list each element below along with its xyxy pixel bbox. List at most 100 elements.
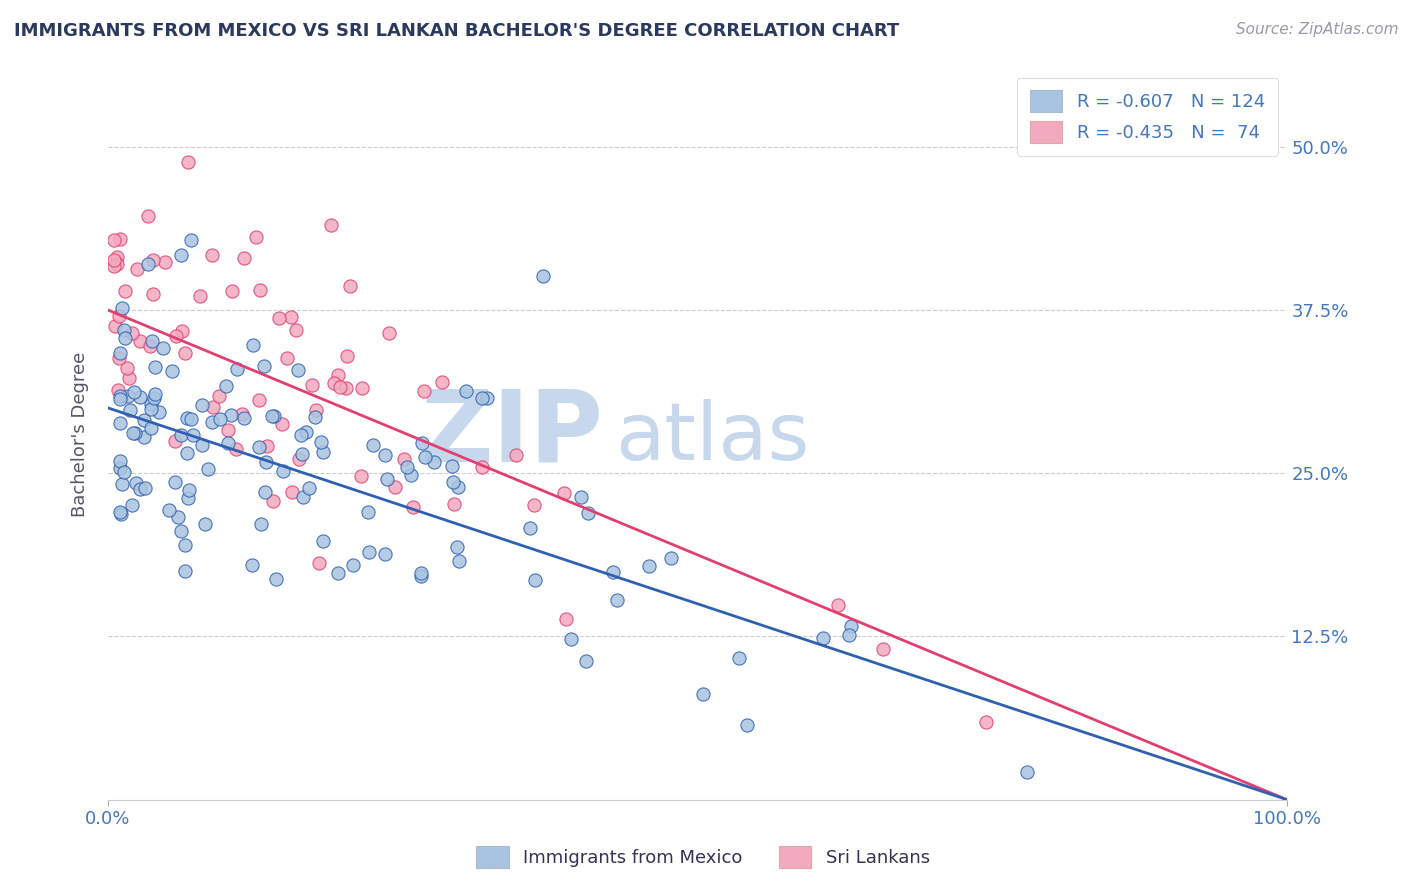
- Point: [974, 715, 997, 730]
- Point: [523, 499, 546, 513]
- Point: [560, 632, 582, 646]
- Point: [328, 566, 350, 580]
- Legend: R = -0.607   N = 124, R = -0.435   N =  74: R = -0.607 N = 124, R = -0.435 N = 74: [1017, 78, 1278, 156]
- Point: [139, 338, 162, 352]
- Point: [136, 209, 159, 223]
- Point: [392, 452, 415, 467]
- Point: [181, 428, 204, 442]
- Point: [446, 540, 468, 554]
- Point: [322, 376, 344, 390]
- Point: [118, 370, 141, 384]
- Point: [276, 351, 298, 366]
- Point: [602, 565, 624, 579]
- Point: [221, 285, 243, 299]
- Point: [432, 375, 454, 389]
- Point: [108, 417, 131, 431]
- Point: [311, 444, 333, 458]
- Point: [108, 346, 131, 360]
- Point: [110, 232, 132, 246]
- Point: [219, 408, 242, 422]
- Point: [165, 329, 187, 343]
- Point: [519, 521, 541, 535]
- Point: [143, 359, 166, 374]
- Point: [170, 248, 193, 262]
- Point: [359, 545, 381, 559]
- Point: [253, 485, 276, 500]
- Point: [160, 363, 183, 377]
- Point: [201, 248, 224, 262]
- Point: [352, 381, 374, 395]
- Point: [838, 628, 860, 642]
- Point: [575, 655, 598, 669]
- Point: [262, 494, 284, 508]
- Point: [256, 439, 278, 453]
- Point: [132, 430, 155, 444]
- Y-axis label: Bachelor's Degree: Bachelor's Degree: [72, 351, 89, 516]
- Point: [350, 469, 373, 483]
- Point: [443, 497, 465, 511]
- Point: [409, 566, 432, 580]
- Point: [215, 378, 238, 392]
- Point: [105, 251, 128, 265]
- Point: [336, 349, 359, 363]
- Point: [155, 254, 177, 268]
- Point: [264, 572, 287, 586]
- Point: [157, 503, 180, 517]
- Point: [456, 384, 478, 398]
- Point: [692, 688, 714, 702]
- Point: [167, 509, 190, 524]
- Point: [104, 318, 127, 333]
- Point: [108, 392, 131, 407]
- Point: [304, 410, 326, 425]
- Point: [170, 427, 193, 442]
- Point: [209, 412, 232, 426]
- Legend: Immigrants from Mexico, Sri Lankans: Immigrants from Mexico, Sri Lankans: [465, 835, 941, 879]
- Point: [250, 517, 273, 532]
- Point: [141, 334, 163, 348]
- Point: [291, 446, 314, 460]
- Point: [471, 460, 494, 475]
- Point: [231, 407, 253, 421]
- Point: [103, 259, 125, 273]
- Point: [152, 342, 174, 356]
- Point: [188, 289, 211, 303]
- Point: [129, 334, 152, 348]
- Point: [287, 363, 309, 377]
- Text: atlas: atlas: [614, 399, 810, 476]
- Point: [301, 378, 323, 392]
- Point: [103, 233, 125, 247]
- Point: [523, 573, 546, 587]
- Point: [423, 455, 446, 469]
- Point: [176, 411, 198, 425]
- Point: [284, 323, 307, 337]
- Point: [114, 331, 136, 345]
- Point: [531, 268, 554, 283]
- Point: [142, 286, 165, 301]
- Point: [121, 326, 143, 340]
- Point: [339, 278, 361, 293]
- Point: [197, 462, 219, 476]
- Point: [107, 383, 129, 397]
- Point: [172, 324, 194, 338]
- Point: [110, 507, 132, 521]
- Point: [143, 387, 166, 401]
- Point: [375, 473, 398, 487]
- Point: [309, 434, 332, 449]
- Point: [505, 449, 527, 463]
- Point: [174, 346, 197, 360]
- Point: [342, 558, 364, 573]
- Point: [226, 361, 249, 376]
- Point: [108, 351, 131, 365]
- Point: [305, 402, 328, 417]
- Point: [411, 436, 433, 450]
- Point: [576, 506, 599, 520]
- Point: [124, 476, 146, 491]
- Point: [242, 558, 264, 572]
- Point: [329, 379, 352, 393]
- Point: [179, 483, 201, 498]
- Point: [180, 233, 202, 247]
- Point: [1017, 765, 1039, 780]
- Point: [124, 425, 146, 440]
- Point: [409, 568, 432, 582]
- Point: [727, 651, 749, 665]
